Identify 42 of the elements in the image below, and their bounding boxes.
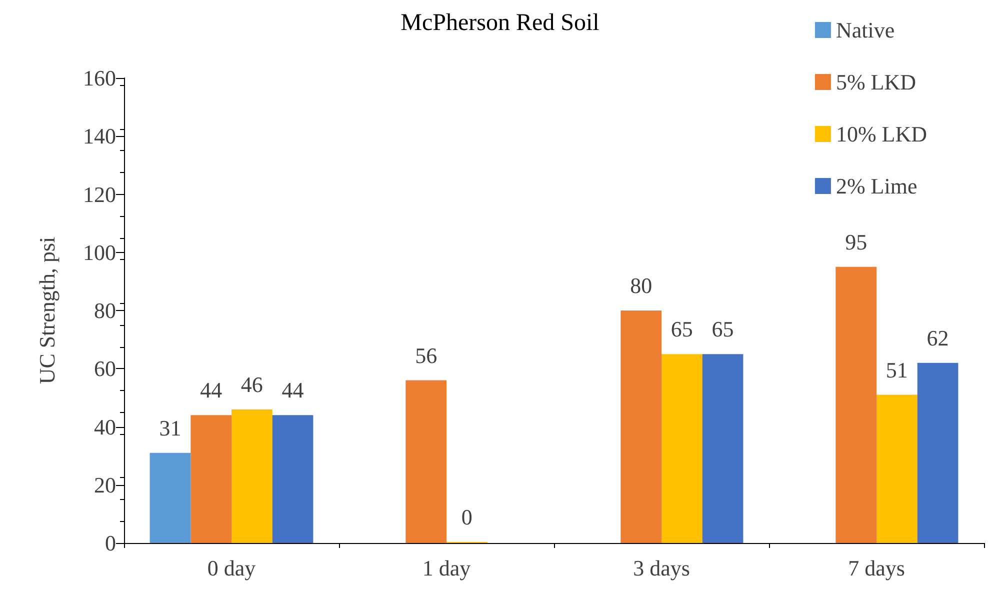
x-tick-label: 7 days bbox=[848, 556, 905, 580]
data-label: 62 bbox=[926, 325, 949, 350]
legend-label: Native bbox=[836, 18, 895, 42]
data-label: 31 bbox=[159, 415, 182, 440]
y-tick-label: 140 bbox=[83, 124, 116, 149]
y-tick-label: 80 bbox=[94, 298, 116, 323]
data-label: 0 bbox=[461, 504, 472, 530]
legend-label: 5% LKD bbox=[836, 70, 916, 94]
y-axis-title: UC Strength, psi bbox=[34, 236, 60, 384]
data-label: 80 bbox=[630, 273, 652, 298]
legend-label: 2% Lime bbox=[836, 174, 918, 198]
bar bbox=[232, 409, 272, 543]
y-tick-label: 40 bbox=[94, 414, 116, 440]
y-tick-label: 60 bbox=[94, 356, 116, 382]
x-tick-label: 3 days bbox=[633, 556, 690, 580]
y-tick-label: 120 bbox=[83, 182, 116, 207]
y-tick-label: 100 bbox=[83, 240, 116, 265]
legend-label: 10% LKD bbox=[836, 122, 928, 146]
data-label: 65 bbox=[712, 316, 734, 342]
bar bbox=[150, 452, 191, 543]
bar bbox=[620, 310, 662, 543]
y-tick-label: 0 bbox=[105, 530, 116, 556]
bar bbox=[406, 380, 446, 543]
bar bbox=[836, 266, 876, 543]
bar bbox=[702, 354, 744, 543]
bar bbox=[662, 354, 702, 543]
y-tick-label: 20 bbox=[94, 472, 116, 498]
chart-title: McPherson Red Soil bbox=[400, 10, 600, 36]
data-label: 46 bbox=[240, 372, 263, 397]
bar bbox=[876, 394, 918, 543]
data-label: 51 bbox=[886, 357, 908, 382]
x-tick-label: 0 day bbox=[207, 556, 256, 580]
bar bbox=[190, 415, 232, 543]
y-tick-label: 160 bbox=[83, 66, 116, 90]
data-label: 44 bbox=[200, 378, 222, 403]
bar bbox=[917, 362, 958, 543]
x-tick-label: 1 day bbox=[422, 556, 471, 580]
data-label: 65 bbox=[670, 316, 693, 342]
data-label: 56 bbox=[415, 342, 438, 368]
data-label: 95 bbox=[845, 229, 868, 254]
data-label: 44 bbox=[282, 378, 304, 403]
bar bbox=[272, 415, 314, 543]
